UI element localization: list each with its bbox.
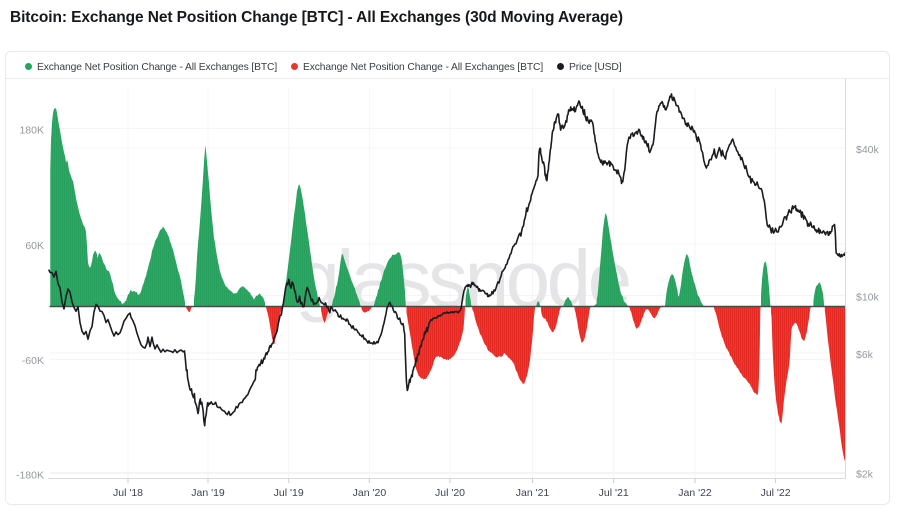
svg-text:180K: 180K [19,124,44,136]
svg-text:-60K: -60K [22,355,44,367]
svg-text:$6k: $6k [856,349,874,361]
svg-text:$2k: $2k [856,468,874,480]
svg-text:Jul '18: Jul '18 [113,487,143,499]
svg-text:-180K: -180K [16,469,44,481]
svg-text:Jan '22: Jan '22 [678,487,712,499]
svg-text:$10k: $10k [856,291,880,303]
svg-text:Jan '19: Jan '19 [191,487,225,499]
svg-text:60K: 60K [25,240,44,252]
svg-text:Jul '22: Jul '22 [761,487,791,499]
svg-text:Jan '21: Jan '21 [516,487,550,499]
svg-text:Jul '21: Jul '21 [599,487,629,499]
svg-text:Jan '20: Jan '20 [353,487,387,499]
svg-text:$40k: $40k [856,144,880,156]
svg-text:Jul '20: Jul '20 [435,487,465,499]
svg-text:Jul '19: Jul '19 [274,487,304,499]
